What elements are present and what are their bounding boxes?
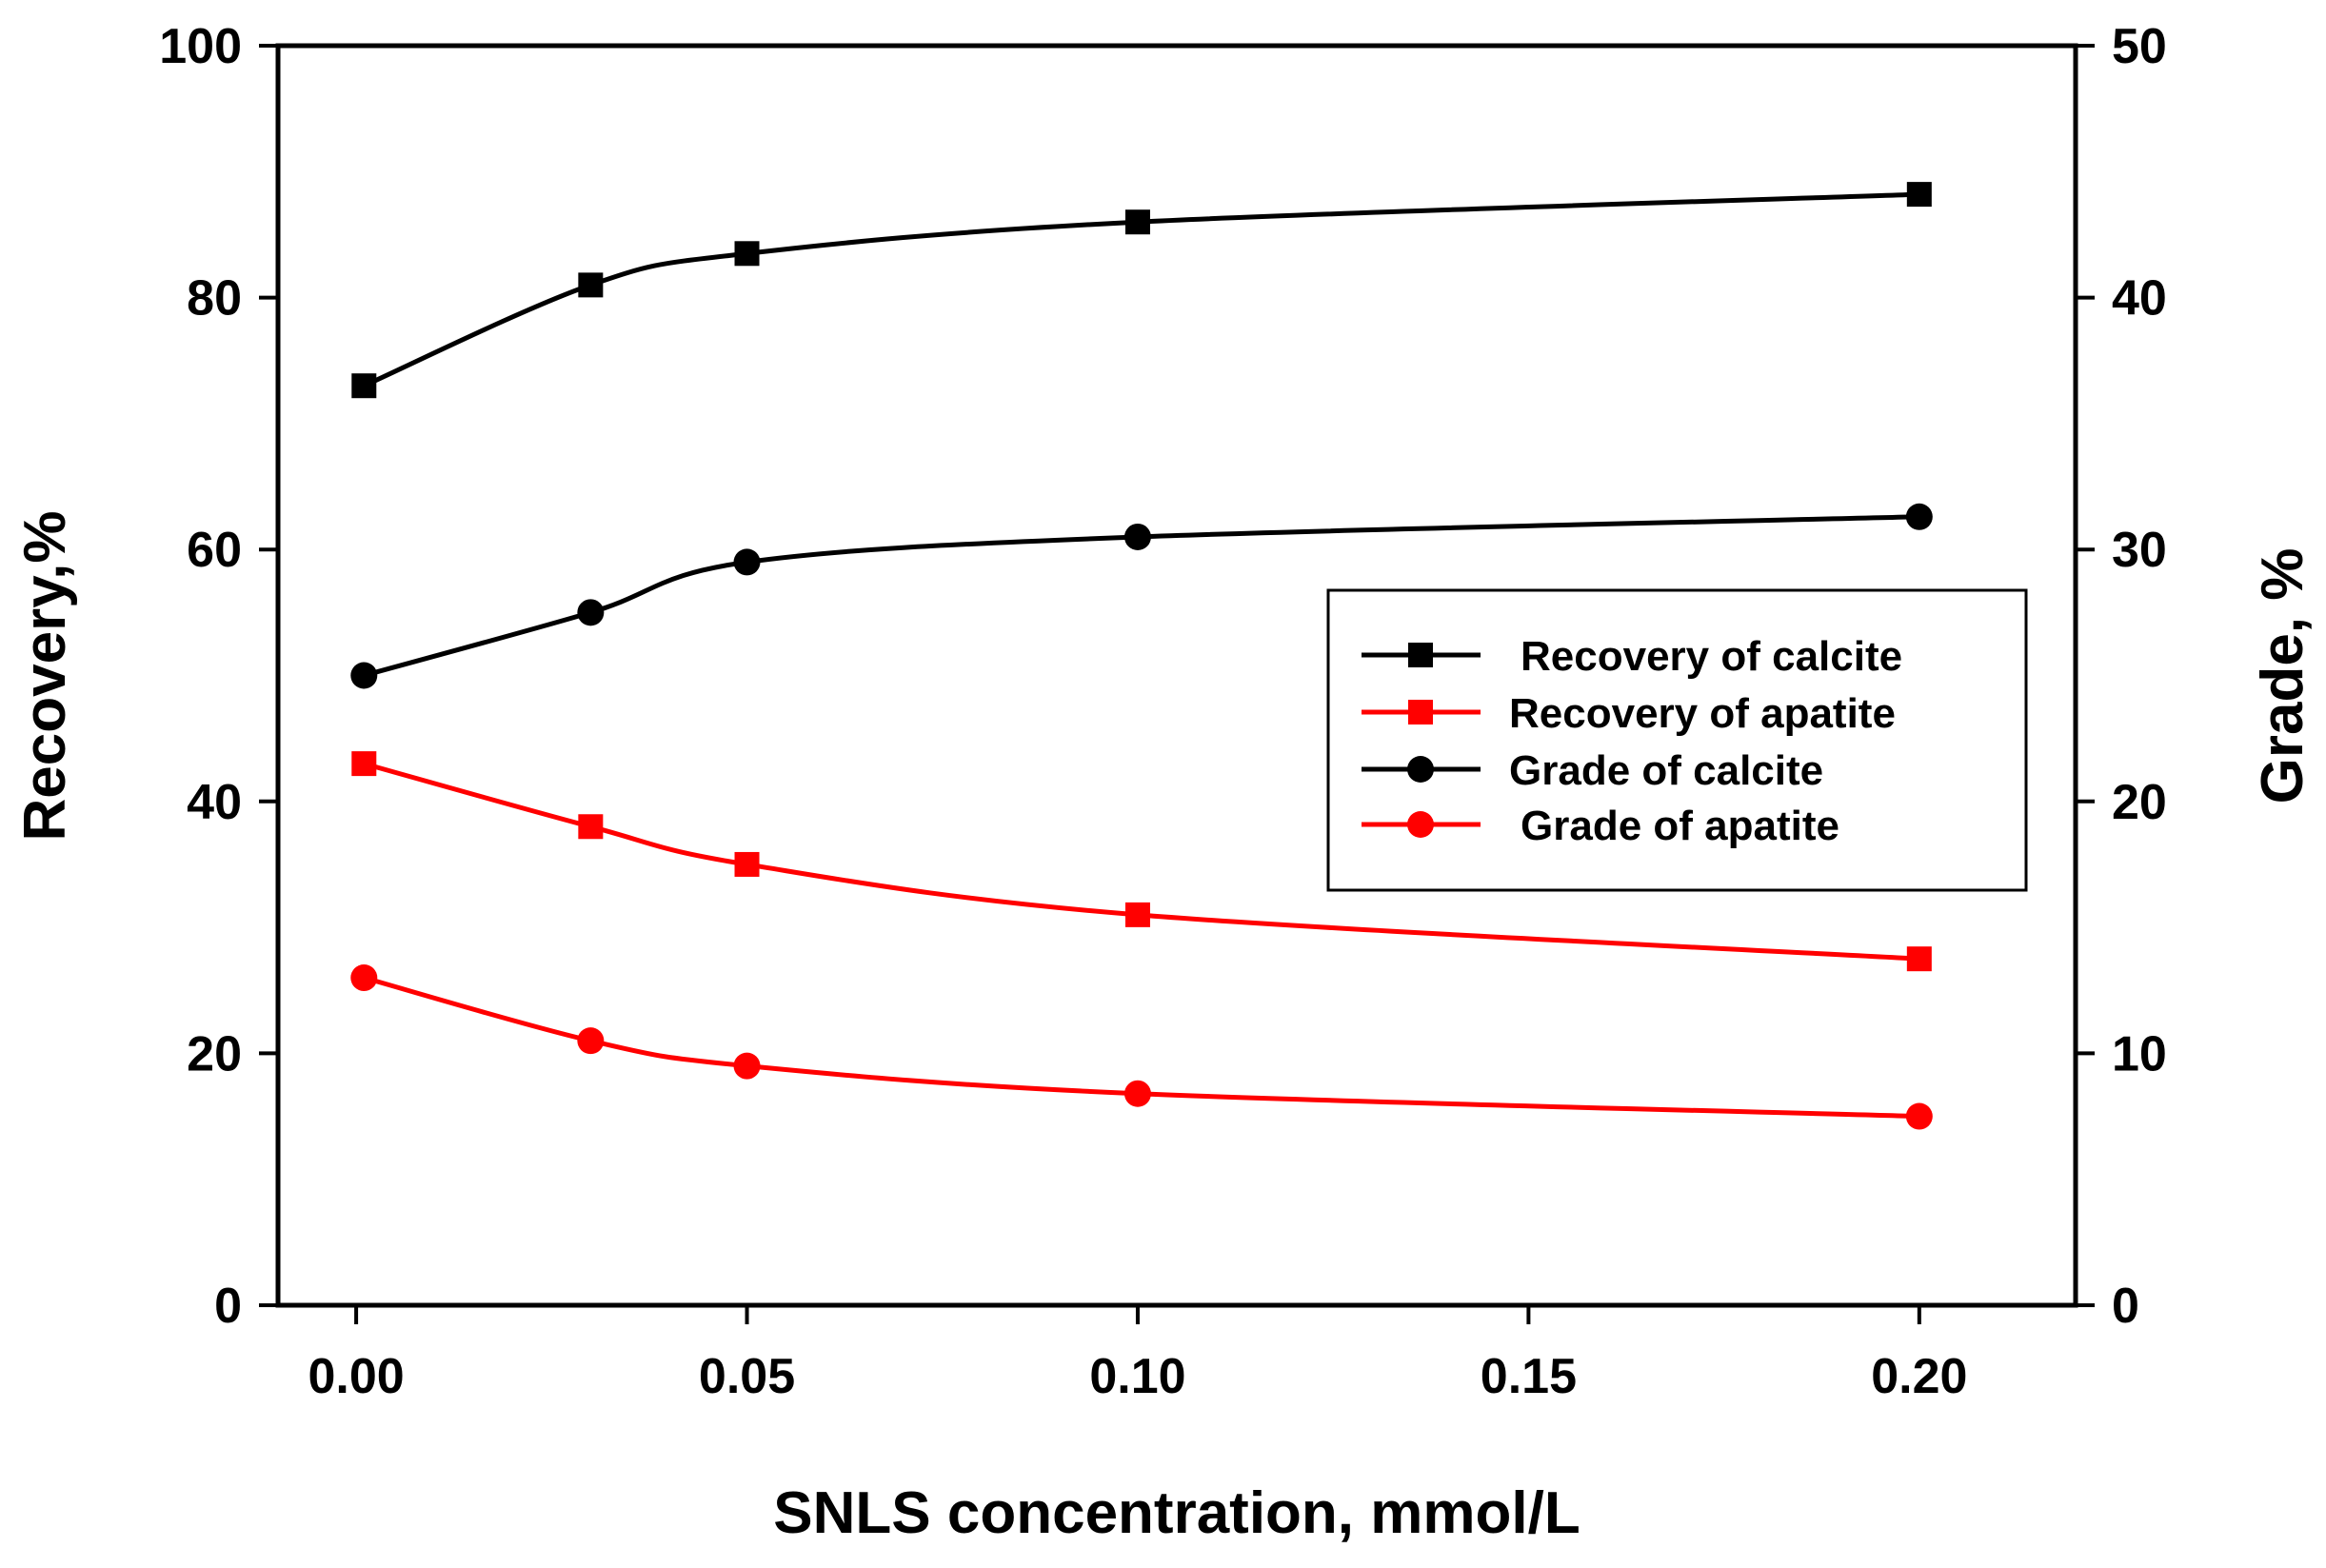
grade-of-apatite-point [1123,1080,1151,1107]
recovery-of-calcite-point [1906,182,1932,208]
recovery-of-apatite-point [734,851,760,877]
recovery-of-calcite-point [734,241,760,267]
recovery-of-apatite-point [1124,902,1150,927]
y2-tick-label: 50 [2112,19,2167,74]
recovery-of-calcite-point [351,373,377,399]
x-tick-label: 0.20 [1871,1349,1967,1404]
recovery-of-apatite-point [351,751,377,777]
recovery-of-calcite-point [1124,209,1150,235]
x-tick-label: 0.05 [699,1349,795,1404]
legend-label-recovery-of-calcite: Recovery of calcite [1521,633,1902,680]
legend-label-recovery-of-apatite: Recovery of apatite [1509,690,1896,737]
y-tick-label: 40 [187,775,242,830]
y-axis-right: 0 10 20 30 40 50 [2076,19,2167,1334]
x-axis: 0.00 0.05 0.10 0.15 0.20 [308,1305,1967,1404]
legend: Recovery of calcite Recovery of apatite Gr… [1326,588,2028,892]
recovery-of-calcite-line [363,191,1919,388]
grade-of-apatite-point [1905,1102,1933,1130]
legend-recovery-of-apatite-point [1408,700,1433,724]
y2-tick-label: 30 [2112,523,2167,578]
recovery-of-apatite-point [1906,946,1932,972]
grade-of-calcite-point [733,548,761,576]
y2-tick-label: 20 [2112,775,2167,830]
grade-of-calcite-point [577,599,605,626]
x-tick-label: 0.10 [1089,1349,1185,1404]
plot-frame [275,43,2078,1308]
legend-grade-of-calcite-point [1407,756,1434,783]
grade-of-apatite-point [577,1027,605,1055]
legend-label-grade-of-apatite: Grade of apatite [1521,803,1839,849]
legend-label-grade-of-calcite: Grade of calcite [1509,747,1823,794]
y2-tick-label: 40 [2112,271,2167,327]
y-tick-label: 60 [187,523,242,578]
recovery-of-apatite-point [578,814,604,840]
y-tick-label: 0 [214,1279,242,1334]
y-axis-left: 0 20 40 60 80 100 [159,19,278,1334]
series-grade-of-apatite [350,964,1933,1130]
series-layer [350,182,1933,1130]
y-axis-title: Recovery,% [12,511,78,842]
y2-axis-title: Grade, % [2250,548,2316,804]
grade-of-apatite-point [733,1052,761,1080]
grade-of-calcite-line [363,514,1919,678]
x-tick-label: 0.00 [308,1349,404,1404]
x-tick-label: 0.15 [1481,1349,1577,1404]
grade-of-apatite-line [363,975,1919,1120]
series-recovery-of-apatite [351,751,1932,972]
y-tick-label: 80 [187,271,242,327]
series-recovery-of-calcite [351,182,1932,399]
grade-of-calcite-point [1905,503,1933,530]
legend-recovery-of-calcite-point [1408,643,1433,667]
x-axis-title: SNLS concentration, mmol/L [773,1480,1580,1546]
series-grade-of-calcite [350,503,1933,689]
y2-tick-label: 0 [2112,1279,2139,1334]
y-tick-label: 20 [187,1026,242,1082]
grade-of-calcite-point [1123,523,1151,550]
legend-grade-of-apatite-point [1407,811,1434,838]
grade-of-calcite-point [350,662,378,689]
legend-box [1326,588,2028,892]
recovery-of-apatite-line [363,761,1919,962]
recovery-of-calcite-point [578,272,604,298]
y2-tick-label: 10 [2112,1026,2167,1082]
grade-of-apatite-point [350,964,378,992]
y-tick-label: 100 [159,19,242,74]
